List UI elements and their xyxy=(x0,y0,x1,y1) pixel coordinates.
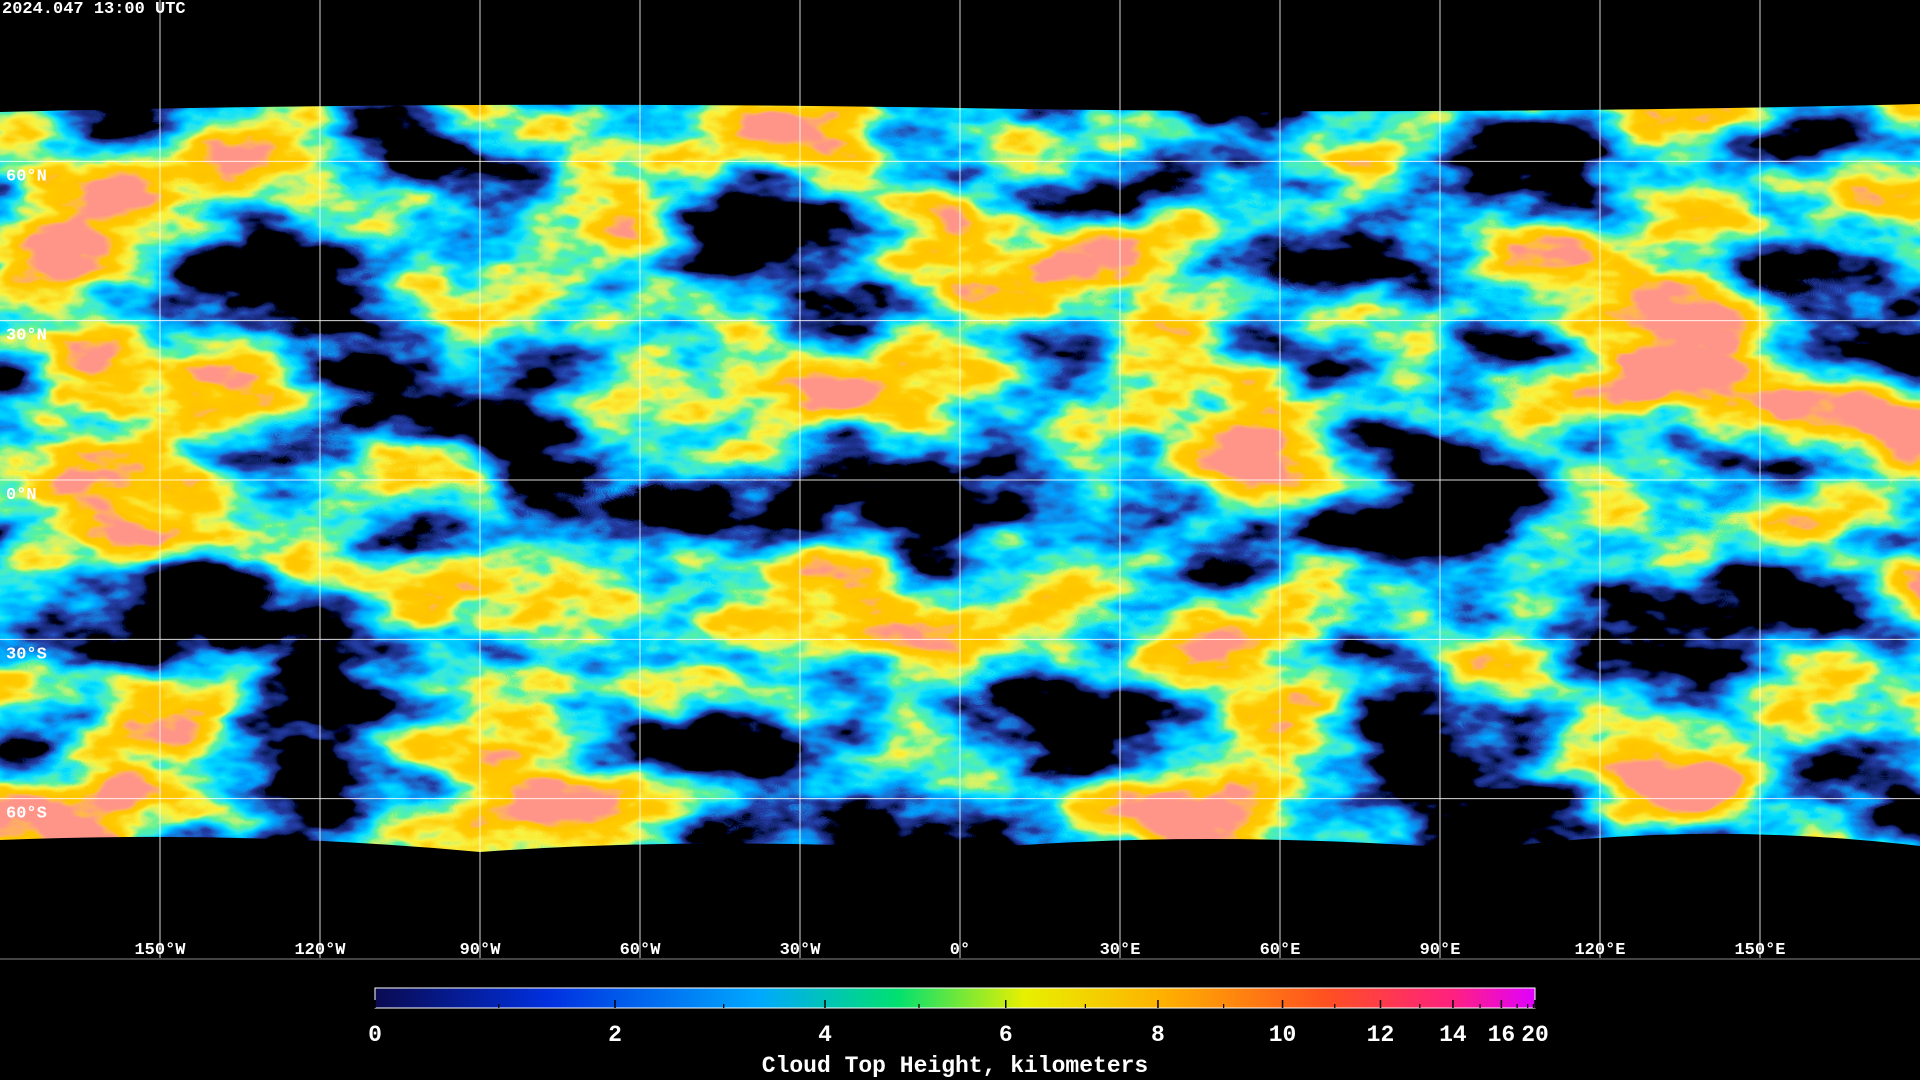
colorbar-label: Cloud Top Height, kilometers xyxy=(762,1053,1148,1079)
colorbar-tick-label: 2 xyxy=(608,1022,622,1048)
colorbar-tick-label: 6 xyxy=(999,1022,1013,1048)
latitude-label: 30°S xyxy=(6,645,47,664)
colorbar-tick-label: 4 xyxy=(818,1022,832,1048)
longitude-label: 30°W xyxy=(780,941,822,960)
timestamp: 2024.047 13:00 UTC xyxy=(2,0,186,19)
latitude-label: 30°N xyxy=(6,327,47,346)
longitude-label: 60°E xyxy=(1260,941,1301,960)
latitude-label: 60°S xyxy=(6,805,47,824)
latitude-label: 60°N xyxy=(6,167,47,186)
longitude-label: 120°E xyxy=(1574,941,1625,960)
colorbar-tick-label: 12 xyxy=(1367,1022,1395,1048)
longitude-label: 150°W xyxy=(134,941,186,960)
colorbar-tick-label: 16 xyxy=(1488,1022,1516,1048)
colorbar-tick-label: 14 xyxy=(1439,1022,1467,1048)
colorbar-tick-label: 0 xyxy=(368,1022,382,1048)
longitude-label: 150°E xyxy=(1734,941,1785,960)
longitude-label: 60°W xyxy=(620,941,662,960)
graticule xyxy=(0,0,1920,958)
latitude-label: 0°N xyxy=(6,486,37,505)
longitude-label: 30°E xyxy=(1100,941,1141,960)
colorbar-tick-label: 10 xyxy=(1269,1022,1297,1048)
longitude-label: 90°W xyxy=(460,941,502,960)
colorbar-tick-label: 8 xyxy=(1151,1022,1165,1048)
longitude-label: 0° xyxy=(950,941,970,960)
longitude-label: 120°W xyxy=(294,941,346,960)
colorbar xyxy=(374,987,1536,1009)
longitude-label: 90°E xyxy=(1420,941,1461,960)
colorbar-tick-label: 20 xyxy=(1521,1022,1549,1048)
